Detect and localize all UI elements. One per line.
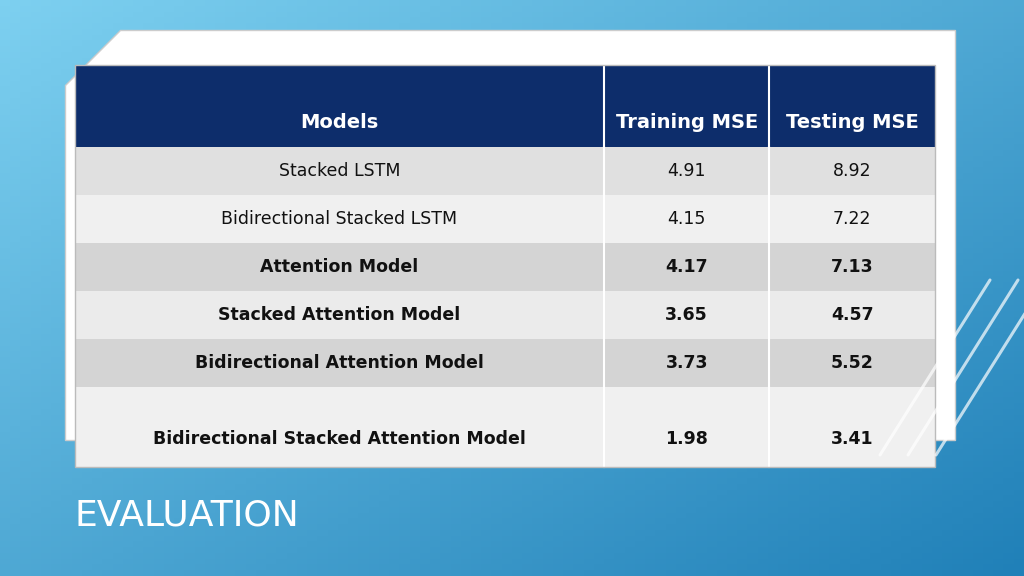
Bar — [75, 65, 935, 467]
Text: Training MSE: Training MSE — [615, 113, 758, 132]
Bar — [75, 195, 935, 243]
Text: Attention Model: Attention Model — [260, 258, 419, 276]
Text: Bidirectional Stacked Attention Model: Bidirectional Stacked Attention Model — [153, 430, 526, 448]
Text: Testing MSE: Testing MSE — [785, 113, 919, 132]
Text: 3.73: 3.73 — [666, 354, 708, 372]
Text: 4.57: 4.57 — [830, 306, 873, 324]
Text: 4.15: 4.15 — [668, 210, 706, 228]
Text: 4.91: 4.91 — [668, 162, 706, 180]
Polygon shape — [65, 30, 955, 440]
Text: 3.41: 3.41 — [830, 430, 873, 448]
Text: Stacked Attention Model: Stacked Attention Model — [218, 306, 461, 324]
Text: Stacked LSTM: Stacked LSTM — [279, 162, 400, 180]
Text: 3.65: 3.65 — [666, 306, 708, 324]
Text: 1.98: 1.98 — [666, 430, 709, 448]
Bar — [75, 147, 935, 195]
Text: Models: Models — [300, 113, 379, 132]
Text: EVALUATION: EVALUATION — [75, 498, 300, 532]
Text: 7.13: 7.13 — [830, 258, 873, 276]
Bar — [75, 243, 935, 291]
Text: 4.17: 4.17 — [666, 258, 708, 276]
Text: 8.92: 8.92 — [833, 162, 871, 180]
Text: 7.22: 7.22 — [833, 210, 871, 228]
Bar — [75, 339, 935, 387]
Bar — [75, 387, 935, 467]
Text: Bidirectional Attention Model: Bidirectional Attention Model — [195, 354, 484, 372]
Text: 5.52: 5.52 — [830, 354, 873, 372]
Bar — [75, 65, 935, 147]
Text: Bidirectional Stacked LSTM: Bidirectional Stacked LSTM — [221, 210, 458, 228]
Bar — [75, 291, 935, 339]
